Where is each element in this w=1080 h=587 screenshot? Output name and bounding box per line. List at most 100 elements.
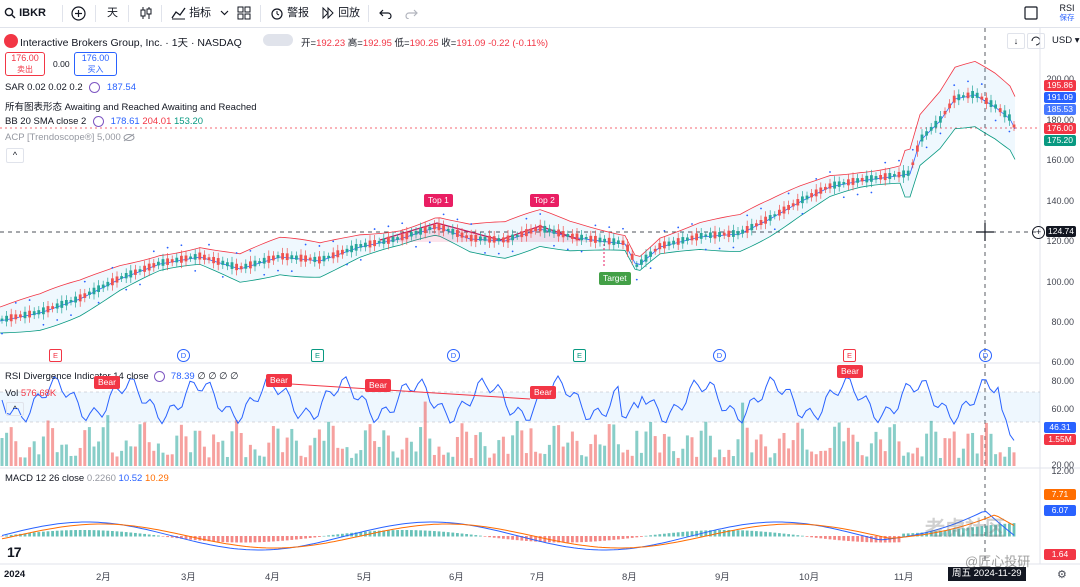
candle-body — [874, 176, 878, 180]
indicator-bb[interactable]: BB 20 SMA close 2 178.61 204.01 153.20 — [5, 116, 203, 127]
collapse-legend-button[interactable]: ^ — [6, 148, 24, 163]
volume-bar — [235, 420, 239, 466]
undo-icon — [379, 9, 392, 19]
compare-add-button[interactable] — [71, 0, 86, 27]
fullscreen-button[interactable] — [1024, 0, 1038, 27]
candle-body — [534, 227, 537, 232]
macd-histogram-bar — [759, 531, 763, 537]
currency-select[interactable]: USD ▾ — [1052, 35, 1080, 46]
volume-bar — [759, 434, 763, 466]
earnings-marker[interactable]: E — [843, 349, 856, 362]
buy-button[interactable]: 176.00 买入 — [74, 52, 117, 76]
volume-bar — [823, 450, 827, 466]
macd-line-tag: 6.07 — [1044, 505, 1076, 516]
dividend-marker[interactable]: D — [979, 349, 992, 362]
candle-body — [681, 237, 685, 244]
volume-bar — [69, 455, 73, 466]
refresh-icon — [92, 116, 104, 127]
candle-body — [437, 223, 441, 231]
volume-bar — [455, 436, 459, 466]
candle-body — [663, 241, 666, 249]
open-label: 开= — [301, 38, 317, 49]
earnings-marker[interactable]: E — [573, 349, 586, 362]
dividend-marker[interactable]: D — [713, 349, 726, 362]
volume-bar — [566, 442, 570, 466]
indicator-acp[interactable]: ACP [Trendoscope®] 5,000 — [5, 132, 135, 143]
macd-histogram-bar — [451, 532, 455, 537]
volume-bar — [345, 447, 349, 466]
earnings-marker[interactable]: E — [311, 349, 324, 362]
volume-bar — [359, 450, 363, 466]
collapse-rsi-button[interactable]: ^ — [6, 402, 24, 416]
macd-histogram-bar — [437, 531, 441, 537]
sar-dot — [829, 171, 831, 173]
volume-bar — [414, 451, 418, 466]
volume-bar — [626, 449, 630, 466]
symbol-search[interactable]: IBKR — [4, 0, 46, 27]
volume-bar — [262, 456, 266, 466]
dividend-marker[interactable]: D — [177, 349, 190, 362]
legend-toggle[interactable] — [263, 34, 293, 46]
save-button[interactable]: RSI 保存 — [1055, 3, 1079, 23]
candle-body — [676, 238, 680, 245]
sar-dot — [566, 248, 569, 251]
indicator-sar[interactable]: SAR 0.02 0.02 0.2 187.54 — [5, 82, 136, 93]
macd-histogram-bar — [589, 536, 593, 542]
close-value: 191.09 — [456, 38, 486, 49]
rsi-legend[interactable]: RSI Divergence Indicator 14 close 78.39 … — [5, 371, 238, 382]
candle-body — [847, 179, 850, 186]
chart-type-button[interactable] — [139, 0, 153, 27]
bb-lower-tag: 175.20 — [1044, 135, 1076, 146]
volume-bar — [41, 436, 45, 466]
candle-body — [465, 235, 468, 239]
macd-histogram-bar — [584, 536, 588, 542]
redo-button[interactable] — [405, 0, 418, 27]
main-chart-canvas[interactable] — [0, 28, 1080, 587]
vol-legend[interactable]: Vol 576.68K — [5, 388, 56, 399]
indicators-button[interactable]: 指标 — [171, 0, 211, 27]
volume-bar — [74, 455, 78, 466]
sell-button[interactable]: 176.00 卖出 — [5, 52, 45, 76]
macd-legend[interactable]: MACD 12 26 close 0.2260 10.52 10.29 — [5, 473, 169, 484]
macd-histogram-bar — [97, 530, 100, 537]
macd-histogram-bar — [345, 533, 349, 537]
volume-bar — [768, 457, 772, 466]
macd-histogram-bar — [184, 536, 188, 540]
bb-upper-line — [0, 60, 1016, 308]
sar-dot — [925, 146, 928, 149]
dividend-marker[interactable]: D — [447, 349, 460, 362]
macd-histogram-bar — [373, 530, 376, 537]
download-button[interactable]: ↓ — [1007, 33, 1025, 49]
interval-button[interactable]: 天 — [107, 7, 118, 19]
sync-button[interactable] — [1027, 33, 1045, 49]
volume-bar — [685, 435, 689, 466]
candle-body — [695, 233, 698, 241]
earnings-marker[interactable]: E — [49, 349, 62, 362]
volume-bar — [543, 453, 547, 466]
volume-bar — [561, 446, 565, 466]
bb-band-fill — [0, 61, 1015, 333]
add-alert-icon[interactable]: + — [1032, 226, 1045, 239]
indicator-patterns[interactable]: 所有图表形态 Awaiting and Reached Awaiting and… — [5, 102, 257, 113]
candle-body — [216, 258, 220, 265]
candle-body — [787, 205, 790, 210]
volume-bar — [405, 437, 409, 466]
settings-gear-icon[interactable]: ⚙ — [1057, 569, 1067, 581]
volume-bar — [612, 424, 616, 466]
volume-bar — [469, 457, 473, 466]
replay-button[interactable]: 回放 — [321, 0, 360, 27]
macd-histogram-bar — [630, 536, 634, 538]
macd-histogram-bar — [147, 534, 151, 537]
alert-button[interactable]: 警报 — [270, 0, 309, 27]
templates-dropdown[interactable] — [220, 0, 229, 27]
volume-bar — [736, 439, 740, 466]
candle-body — [948, 103, 951, 109]
candle-body — [1012, 124, 1016, 128]
bear-label: Bear — [94, 376, 120, 389]
macd-histogram-bar — [327, 535, 330, 537]
macd-histogram-bar — [290, 536, 294, 540]
volume-bar — [442, 454, 446, 466]
undo-button[interactable] — [379, 0, 392, 27]
layout-button[interactable] — [237, 0, 251, 27]
candle-body — [106, 281, 110, 287]
